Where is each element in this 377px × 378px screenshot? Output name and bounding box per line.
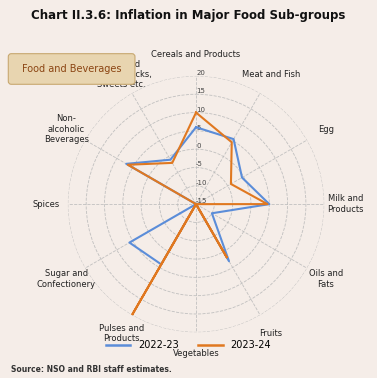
Text: Food and Beverages: Food and Beverages — [22, 64, 121, 74]
Text: Chart II.3.6: Inflation in Major Food Sub-groups: Chart II.3.6: Inflation in Major Food Su… — [31, 9, 346, 22]
Text: Source: NSO and RBI staff estimates.: Source: NSO and RBI staff estimates. — [11, 365, 172, 374]
Legend: 2022-23, 2023-24: 2022-23, 2023-24 — [102, 336, 275, 354]
